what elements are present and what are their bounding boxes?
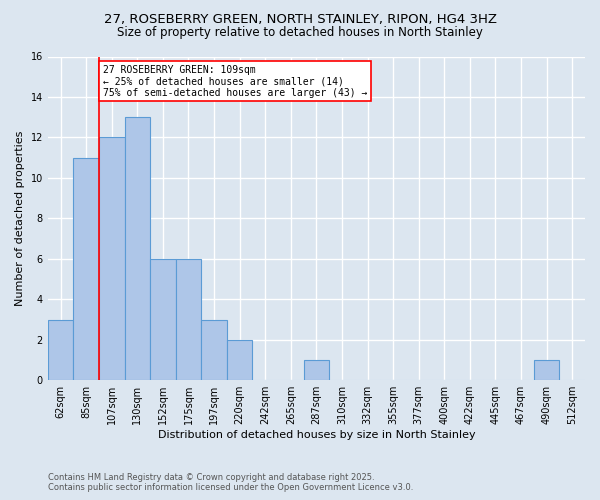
Y-axis label: Number of detached properties: Number of detached properties <box>15 130 25 306</box>
Bar <box>201 320 227 380</box>
Bar <box>176 259 201 380</box>
Text: Size of property relative to detached houses in North Stainley: Size of property relative to detached ho… <box>117 26 483 39</box>
Bar <box>227 340 253 380</box>
Bar <box>73 158 99 380</box>
Bar <box>534 360 559 380</box>
Text: 27 ROSEBERRY GREEN: 109sqm
← 25% of detached houses are smaller (14)
75% of semi: 27 ROSEBERRY GREEN: 109sqm ← 25% of deta… <box>103 64 367 98</box>
X-axis label: Distribution of detached houses by size in North Stainley: Distribution of detached houses by size … <box>158 430 475 440</box>
Bar <box>304 360 329 380</box>
Text: 27, ROSEBERRY GREEN, NORTH STAINLEY, RIPON, HG4 3HZ: 27, ROSEBERRY GREEN, NORTH STAINLEY, RIP… <box>104 12 497 26</box>
Bar <box>99 138 125 380</box>
Bar <box>150 259 176 380</box>
Text: Contains HM Land Registry data © Crown copyright and database right 2025.
Contai: Contains HM Land Registry data © Crown c… <box>48 473 413 492</box>
Bar <box>48 320 73 380</box>
Bar <box>125 117 150 380</box>
